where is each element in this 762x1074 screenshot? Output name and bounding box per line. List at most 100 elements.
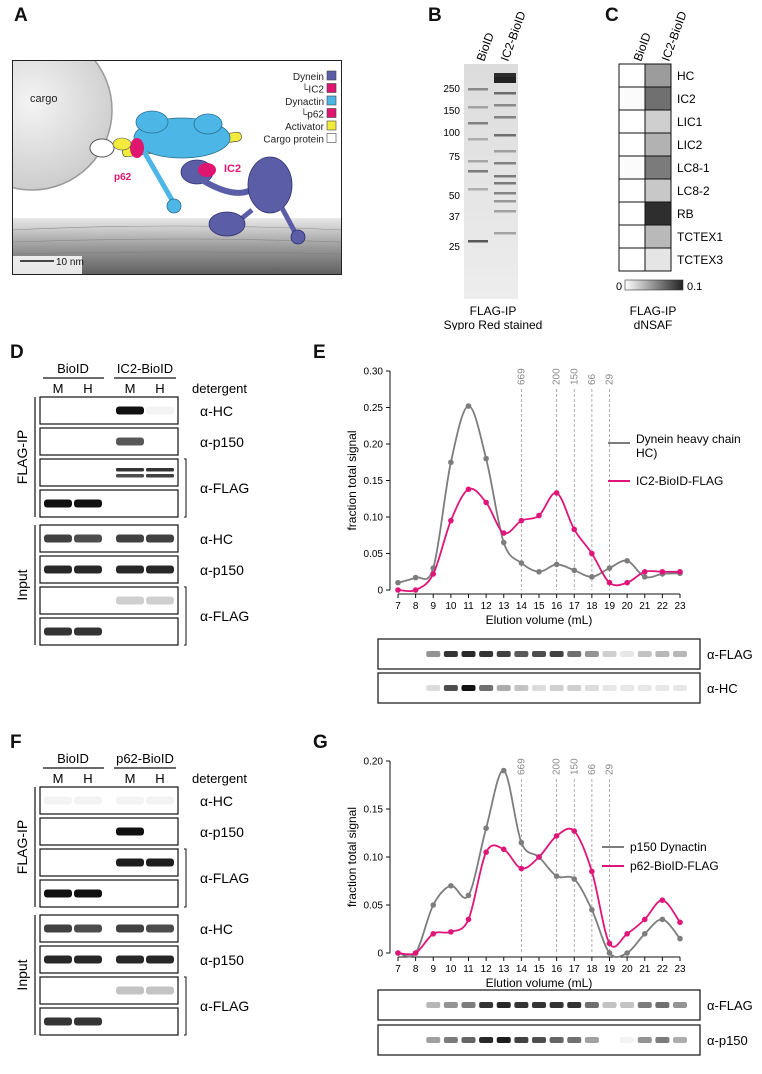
size-marker-label-150: 150 xyxy=(569,758,580,775)
blot-lane-label-2: M xyxy=(125,771,136,786)
blot-band xyxy=(116,955,144,964)
data-point-s0-16 xyxy=(677,935,683,942)
panel-a-schematic: 10 nm cargo p62 IC2 Dynein└IC2Dynactin└p… xyxy=(12,60,342,275)
data-point-s1-13 xyxy=(624,931,630,937)
blot-band xyxy=(74,796,102,805)
size-marker-label-669: 669 xyxy=(516,758,527,775)
chart-blot-band xyxy=(655,1037,670,1043)
blot-strip-6 xyxy=(39,976,179,1005)
chart-blot-band xyxy=(496,1002,511,1008)
data-point-s1-3 xyxy=(448,929,454,935)
legend-label-0: Dynein heavy chain HC) xyxy=(636,432,744,460)
blot-label-ip-1: α-p150 xyxy=(200,824,244,840)
blot-band xyxy=(116,924,144,933)
y-axis-label: fraction total signal xyxy=(345,807,359,907)
blot-bracket xyxy=(184,458,187,518)
data-point-s1-5 xyxy=(483,499,489,506)
x-tick-label: 23 xyxy=(674,601,686,612)
y-tick-label: 0.15 xyxy=(364,805,384,816)
blot-group-label-1: BioID xyxy=(57,751,89,766)
size-marker-label-200: 200 xyxy=(552,368,563,385)
cargo-protein xyxy=(89,138,115,158)
gel-band xyxy=(468,122,488,125)
x-tick-label: 9 xyxy=(430,601,436,612)
data-point-s0-7 xyxy=(518,839,525,846)
chart-blot-label-0: α-FLAG xyxy=(707,647,753,662)
chart-blot-band xyxy=(637,1037,652,1043)
data-point-s1-12 xyxy=(606,940,613,947)
data-point-s0-11 xyxy=(589,907,595,913)
gel-band xyxy=(468,160,488,163)
data-point-s1-0 xyxy=(395,587,401,593)
blot-bracket xyxy=(184,976,187,1036)
chart-blot-band xyxy=(479,1037,494,1043)
blot-band xyxy=(44,955,72,964)
legend-label-5: Cargo protein xyxy=(263,135,324,146)
data-point-s0-12 xyxy=(606,950,613,956)
blot-group-label-1: BioID xyxy=(57,361,89,376)
gel-band xyxy=(468,138,488,141)
chart-blot-band xyxy=(620,1037,635,1043)
blot-lane-label-0: M xyxy=(53,771,64,786)
chart-blot-band xyxy=(673,1002,687,1008)
chart-blot-band xyxy=(532,685,546,691)
blot-band xyxy=(74,889,102,898)
heatmap-cell-ic2-TCTEX1 xyxy=(644,224,672,249)
x-tick-label: 22 xyxy=(657,964,669,975)
legend-label-1: IC2-BioID-FLAG xyxy=(636,474,723,488)
p62-label: p62 xyxy=(114,172,132,183)
blot-strip-0 xyxy=(39,786,179,815)
y-tick-label: 0 xyxy=(377,949,383,960)
panel-f-letter: F xyxy=(10,732,22,753)
blot-label-ip-2: α-FLAG xyxy=(200,480,249,496)
data-point-s0-12 xyxy=(606,565,613,571)
data-point-s0-9 xyxy=(553,561,560,568)
legend-swatch-3 xyxy=(326,108,337,118)
heatmap-cell-ic2-LIC2 xyxy=(644,132,672,157)
blot-label-input-2: α-FLAG xyxy=(200,998,249,1014)
y-tick-label: 0.10 xyxy=(364,853,384,864)
size-marker-label-669: 669 xyxy=(516,368,527,385)
gel-caption-1: FLAG-IP xyxy=(470,304,517,318)
blot-band xyxy=(146,468,174,472)
panel-c-heatmap: BioID IC2-BioID HC IC2 LIC1 LIC2 LC8-1 LC8-2 R… xyxy=(616,10,723,330)
chart-blot-band xyxy=(602,651,617,657)
x-axis-label: Elution volume (mL) xyxy=(486,613,593,627)
chart-blot-band xyxy=(567,1002,582,1008)
chart-blot-band xyxy=(532,651,546,657)
gel-band xyxy=(468,188,488,191)
chart-blot-band xyxy=(584,685,599,691)
x-tick-label: 8 xyxy=(413,964,419,975)
chart-blot-band xyxy=(461,1037,476,1043)
chart-blot-band xyxy=(496,651,511,657)
gel-band xyxy=(468,240,488,243)
data-point-s0-3 xyxy=(448,459,454,466)
chart-blot-band xyxy=(443,1037,458,1043)
data-point-s1-4 xyxy=(465,486,472,493)
data-point-s0-6 xyxy=(500,767,507,774)
heatmap-cell-ic2-LC8-1 xyxy=(644,155,672,180)
legend-label-0: p150 Dynactin xyxy=(630,840,707,854)
blot-band xyxy=(146,986,174,995)
data-point-s1-4 xyxy=(465,916,472,923)
chart-blot-band xyxy=(567,1037,582,1043)
data-point-s0-13 xyxy=(624,558,630,564)
data-point-s0-15 xyxy=(659,916,666,923)
chart-blot-band xyxy=(637,1002,652,1008)
data-point-s1-9 xyxy=(553,490,560,496)
blot-group-label-2: IC2-BioID xyxy=(117,361,173,376)
blot-band xyxy=(74,627,102,636)
x-tick-label: 10 xyxy=(445,964,457,975)
y-tick-label: 0.25 xyxy=(364,403,384,414)
blot-band xyxy=(44,1017,72,1026)
heatmap-row-label-LC8-2: LC8-2 xyxy=(677,184,710,198)
gel-band xyxy=(468,170,488,173)
gel-band xyxy=(494,175,516,178)
data-point-s1-15 xyxy=(659,897,666,903)
x-tick-label: 19 xyxy=(604,964,616,975)
chart-blot-label-1: α-HC xyxy=(707,681,738,696)
chart-blot-band xyxy=(655,685,670,691)
chart-blot-strip-1 xyxy=(377,672,701,704)
